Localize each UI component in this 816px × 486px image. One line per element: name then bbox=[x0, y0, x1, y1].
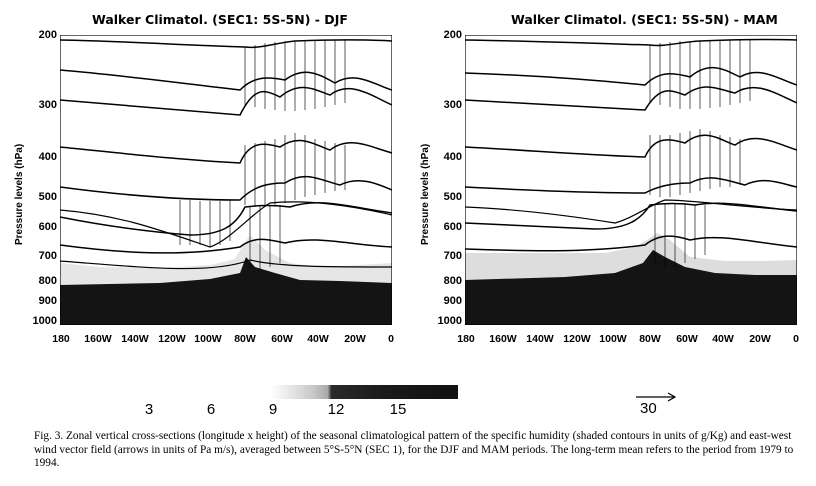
y-tick: 800 bbox=[38, 275, 57, 287]
y-tick: 400 bbox=[38, 151, 57, 163]
y-tick: 900 bbox=[38, 295, 57, 307]
x-tick: 140W bbox=[121, 333, 149, 345]
legend-label: 9 bbox=[268, 401, 278, 418]
x-tick: 180 bbox=[52, 333, 70, 345]
x-tick: 0 bbox=[793, 333, 799, 345]
x-tick: 40W bbox=[712, 333, 734, 345]
legend-label: 12 bbox=[327, 401, 345, 418]
panel-title: Walker Climatol. (SEC1: 5S-5N) - MAM bbox=[511, 12, 778, 27]
x-tick: 180 bbox=[457, 333, 475, 345]
y-tick: 700 bbox=[38, 250, 57, 262]
x-tick: 80W bbox=[234, 333, 256, 345]
y-tick: 300 bbox=[443, 99, 462, 111]
figure-caption: Fig. 3. Zonal vertical cross-sections (l… bbox=[34, 430, 794, 469]
x-tick: 160W bbox=[84, 333, 112, 345]
cross-section-plot bbox=[60, 35, 392, 325]
x-tick: 20W bbox=[344, 333, 366, 345]
x-tick: 120W bbox=[563, 333, 591, 345]
legend-label: 3 bbox=[144, 401, 154, 418]
y-axis-label: Pressure levels (hPa) bbox=[420, 143, 431, 245]
x-tick: 40W bbox=[307, 333, 329, 345]
y-tick: 800 bbox=[443, 275, 462, 287]
y-tick: 200 bbox=[38, 29, 57, 41]
y-tick: 1000 bbox=[32, 315, 57, 327]
x-tick: 0 bbox=[388, 333, 394, 345]
y-tick: 900 bbox=[443, 295, 462, 307]
x-tick: 140W bbox=[526, 333, 554, 345]
y-tick: 600 bbox=[443, 221, 462, 233]
x-tick: 60W bbox=[271, 333, 293, 345]
x-tick: 160W bbox=[489, 333, 517, 345]
x-tick: 120W bbox=[158, 333, 186, 345]
y-tick: 500 bbox=[38, 191, 57, 203]
y-tick: 1000 bbox=[437, 315, 462, 327]
vector-scale-arrow-icon bbox=[636, 392, 677, 402]
x-tick: 60W bbox=[676, 333, 698, 345]
y-tick: 500 bbox=[443, 191, 462, 203]
humidity-colorbar bbox=[272, 385, 458, 399]
y-tick: 600 bbox=[38, 221, 57, 233]
y-tick: 200 bbox=[443, 29, 462, 41]
panel-title: Walker Climatol. (SEC1: 5S-5N) - DJF bbox=[92, 12, 348, 27]
vector-scale-label: 30 bbox=[640, 400, 657, 417]
x-tick: 100W bbox=[599, 333, 627, 345]
legend-label: 15 bbox=[389, 401, 407, 418]
x-tick: 100W bbox=[194, 333, 222, 345]
y-tick: 700 bbox=[443, 250, 462, 262]
cross-section-plot bbox=[465, 35, 797, 325]
y-axis-label: Pressure levels (hPa) bbox=[14, 143, 25, 245]
y-tick: 300 bbox=[38, 99, 57, 111]
legend-label: 6 bbox=[206, 401, 216, 418]
y-tick: 400 bbox=[443, 151, 462, 163]
x-tick: 20W bbox=[749, 333, 771, 345]
x-tick: 80W bbox=[639, 333, 661, 345]
